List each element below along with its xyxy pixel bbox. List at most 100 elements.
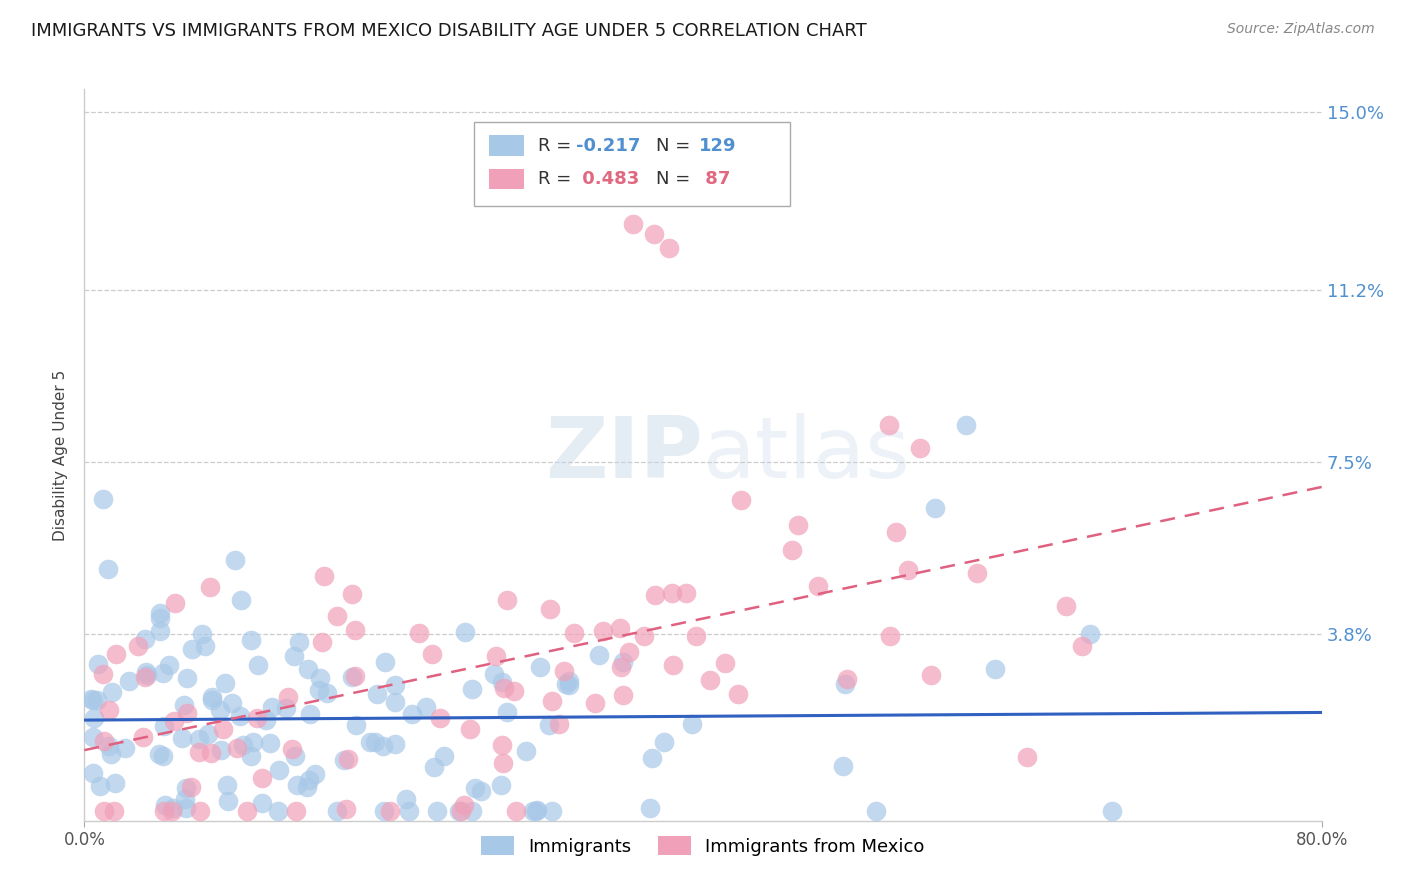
Point xyxy=(246,657,269,672)
Point xyxy=(190,626,212,640)
Point xyxy=(675,586,697,600)
Point xyxy=(557,678,579,692)
Point xyxy=(617,644,640,658)
Point xyxy=(134,671,156,685)
Point xyxy=(309,671,332,685)
Point xyxy=(681,716,703,731)
Point xyxy=(135,665,157,679)
Point xyxy=(482,667,505,681)
Point xyxy=(239,748,262,763)
Point xyxy=(152,749,174,764)
Point xyxy=(152,665,174,680)
Point xyxy=(342,670,364,684)
Point xyxy=(373,739,395,753)
Point xyxy=(470,784,492,798)
Text: 129: 129 xyxy=(699,136,737,154)
Point xyxy=(661,658,683,673)
Point xyxy=(163,596,186,610)
Point xyxy=(426,805,449,819)
Point xyxy=(149,606,172,620)
Point xyxy=(91,492,114,507)
Point xyxy=(97,739,120,754)
FancyBboxPatch shape xyxy=(489,169,523,189)
Point xyxy=(562,625,585,640)
Point xyxy=(170,731,193,745)
Point xyxy=(197,727,219,741)
Text: 87: 87 xyxy=(699,170,731,188)
Point xyxy=(160,805,183,819)
Point xyxy=(188,805,211,819)
Point xyxy=(384,678,406,692)
Point xyxy=(727,687,749,701)
Point xyxy=(920,668,942,682)
Point xyxy=(837,672,859,686)
Point xyxy=(224,553,246,567)
Legend: Immigrants, Immigrants from Mexico: Immigrants, Immigrants from Mexico xyxy=(474,829,932,863)
Point xyxy=(187,731,209,746)
Point xyxy=(118,673,141,688)
Point xyxy=(537,717,560,731)
Point xyxy=(541,694,564,708)
Point xyxy=(633,629,655,643)
Point xyxy=(209,703,232,717)
Point xyxy=(337,752,360,766)
Point xyxy=(398,805,420,819)
Point xyxy=(592,624,614,638)
Point xyxy=(515,743,537,757)
Point xyxy=(209,743,232,757)
Text: Source: ZipAtlas.com: Source: ZipAtlas.com xyxy=(1227,22,1375,37)
Point xyxy=(215,778,238,792)
Point xyxy=(103,805,125,819)
Point xyxy=(879,629,901,643)
Point xyxy=(308,683,330,698)
Point xyxy=(325,608,347,623)
Point xyxy=(373,805,395,819)
Point xyxy=(661,585,683,599)
Point xyxy=(194,639,217,653)
Point xyxy=(447,805,470,819)
Point xyxy=(229,593,252,607)
Point xyxy=(173,698,195,713)
Point xyxy=(100,684,122,698)
Point xyxy=(86,693,108,707)
Point xyxy=(174,792,197,806)
Point xyxy=(366,687,388,701)
Point xyxy=(314,569,336,583)
Point xyxy=(82,693,104,707)
Point xyxy=(280,742,302,756)
Point xyxy=(201,690,224,705)
Point xyxy=(955,417,977,432)
Point xyxy=(359,734,381,748)
Point xyxy=(363,735,385,749)
Point xyxy=(252,771,274,785)
Point xyxy=(433,749,456,764)
Text: N =: N = xyxy=(657,170,696,188)
Point xyxy=(464,780,486,795)
Point xyxy=(450,805,472,819)
Point xyxy=(496,593,519,607)
Point xyxy=(422,760,444,774)
Point xyxy=(886,525,908,540)
Point xyxy=(242,734,264,748)
Point xyxy=(1017,749,1039,764)
Point xyxy=(288,635,311,649)
Point xyxy=(558,674,581,689)
Point xyxy=(505,805,527,819)
Point xyxy=(699,673,721,688)
Point xyxy=(82,731,104,745)
Point xyxy=(1054,599,1077,614)
Point xyxy=(609,621,631,635)
Point xyxy=(714,656,737,670)
Point xyxy=(502,683,524,698)
Point xyxy=(87,657,110,672)
Point xyxy=(228,708,250,723)
Point xyxy=(214,676,236,690)
Point xyxy=(496,705,519,719)
FancyBboxPatch shape xyxy=(474,122,790,206)
Point xyxy=(163,714,186,728)
Point xyxy=(491,778,513,792)
Point xyxy=(415,700,437,714)
Point xyxy=(553,664,575,678)
Point xyxy=(297,780,319,795)
Point xyxy=(333,753,356,767)
